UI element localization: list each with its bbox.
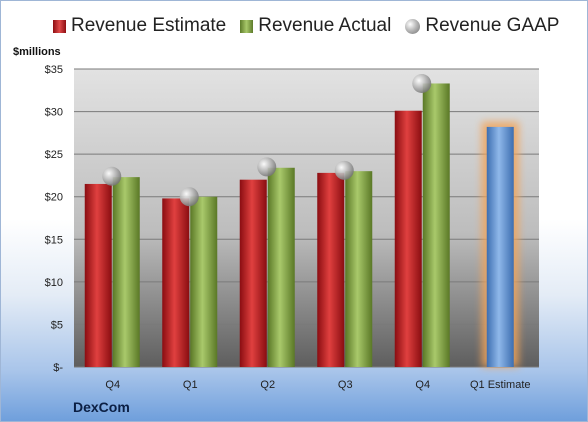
marker-revenue-gaap	[179, 187, 199, 207]
x-tick-label: Q2	[260, 379, 275, 391]
bar-revenue-estimate	[84, 183, 112, 367]
legend-label-actual: Revenue Actual	[258, 15, 392, 36]
legend-marker-gaap	[405, 18, 421, 34]
y-tick-label: $-	[53, 362, 63, 374]
marker-revenue-gaap	[257, 157, 277, 177]
gaap-markers	[102, 73, 432, 207]
x-tick-label: Q1 Estimate	[470, 379, 531, 391]
y-tick-label: $5	[51, 319, 63, 331]
bar-revenue-estimate	[317, 172, 345, 367]
legend-swatch-estimate	[53, 19, 66, 33]
bar-revenue-actual	[267, 167, 295, 367]
bar-revenue-actual	[112, 177, 140, 367]
legend-label-gaap: Revenue GAAP	[425, 15, 560, 36]
company-name: DexCom	[73, 399, 130, 415]
x-tick-label: Q4	[415, 379, 430, 391]
y-axis-ticks: $- $5 $10 $15 $20 $25 $30 $35	[45, 64, 64, 374]
bar-revenue-estimate	[394, 110, 422, 367]
bar-revenue-actual	[190, 196, 218, 367]
bars	[84, 83, 519, 367]
bar-revenue-actual	[345, 171, 373, 367]
bar-revenue-estimate	[239, 179, 267, 367]
x-axis-ticks: Q4 Q1 Q2 Q3 Q4 Q1 Estimate	[105, 379, 530, 391]
legend-item-actual: Revenue Actual	[240, 15, 391, 37]
plot-area	[74, 69, 539, 367]
gridlines	[74, 68, 539, 368]
y-tick-label: $10	[45, 277, 63, 289]
x-tick-label: Q4	[105, 379, 120, 391]
y-tick-label: $30	[45, 107, 63, 119]
legend-item-estimate: Revenue Estimate	[53, 15, 226, 37]
marker-revenue-gaap	[412, 73, 432, 93]
y-axis-unit-label: $millions	[13, 46, 61, 58]
y-tick-label: $15	[45, 234, 63, 246]
legend-item-gaap: Revenue GAAP	[405, 15, 559, 37]
marker-revenue-gaap	[334, 160, 354, 180]
legend-label-estimate: Revenue Estimate	[71, 15, 227, 36]
legend-swatch-actual	[240, 19, 254, 33]
y-tick-label: $20	[45, 192, 63, 204]
x-tick-label: Q1	[183, 379, 198, 391]
bar-revenue-estimate-forecast	[486, 126, 514, 367]
y-tick-label: $35	[45, 64, 63, 76]
marker-revenue-gaap	[102, 166, 122, 186]
chart-legend: Revenue Estimate Revenue Actual Revenue …	[53, 15, 573, 37]
bar-revenue-actual	[422, 83, 450, 367]
x-tick-label: Q3	[338, 379, 353, 391]
y-tick-label: $25	[45, 149, 63, 161]
bar-revenue-estimate	[162, 198, 190, 367]
